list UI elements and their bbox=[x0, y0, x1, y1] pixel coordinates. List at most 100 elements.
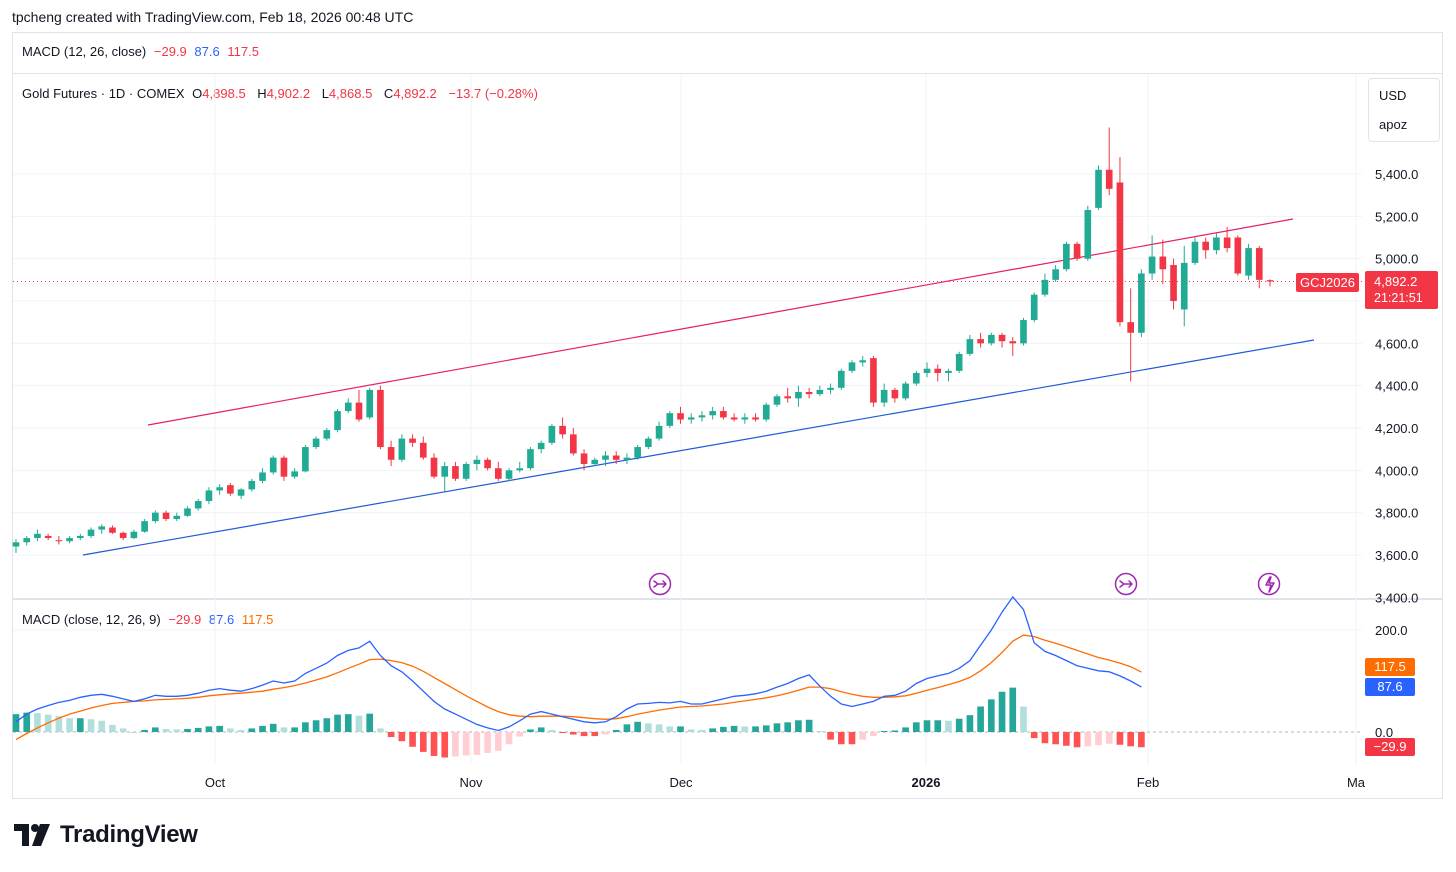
histogram-bar bbox=[366, 713, 374, 732]
top-pane-divider bbox=[12, 73, 1443, 74]
price-axis-label: 3,400.0 bbox=[1375, 590, 1418, 605]
low-value: 4,868.5 bbox=[328, 86, 373, 101]
histogram-bar bbox=[677, 726, 684, 732]
histogram-bar bbox=[580, 732, 588, 737]
candle-body bbox=[302, 447, 309, 472]
candle-body bbox=[23, 538, 31, 543]
histogram-bar bbox=[173, 729, 181, 732]
candle-body bbox=[1127, 322, 1134, 333]
histogram-bar bbox=[1084, 732, 1092, 747]
high-value: 4,902.2 bbox=[266, 86, 311, 101]
candle-body bbox=[34, 533, 41, 539]
scale-mode-label[interactable]: apoz bbox=[1379, 117, 1408, 132]
candle-body bbox=[162, 512, 170, 520]
histogram-bar bbox=[859, 732, 867, 740]
candle-body bbox=[452, 466, 459, 479]
histogram-bar bbox=[280, 727, 288, 732]
histogram-bar bbox=[698, 729, 706, 732]
histogram-bar bbox=[152, 727, 159, 732]
histogram-bar bbox=[870, 732, 877, 737]
histogram-bar bbox=[462, 732, 470, 756]
candle-body bbox=[366, 389, 374, 418]
brand-name: TradingView bbox=[60, 821, 198, 848]
histogram-bar bbox=[1009, 687, 1017, 732]
histogram-bar bbox=[709, 728, 716, 732]
chart-credit: tpcheng created with TradingView.com, Fe… bbox=[12, 9, 414, 25]
histogram-bar bbox=[805, 719, 813, 732]
histogram-bar bbox=[248, 728, 256, 732]
histogram-bar bbox=[816, 730, 824, 732]
price-axis-label: 3,600.0 bbox=[1375, 548, 1418, 563]
macd-legend-name: MACD (close, 12, 26, 9) bbox=[22, 612, 161, 627]
histogram-bar bbox=[977, 706, 984, 732]
histogram-bar bbox=[1052, 732, 1059, 745]
histogram-bar bbox=[141, 729, 148, 732]
top-indicator-hist: −29.9 bbox=[153, 44, 187, 59]
candle-body bbox=[109, 527, 116, 533]
candle-body bbox=[494, 468, 502, 479]
candle-body bbox=[687, 417, 695, 420]
candle-body bbox=[891, 389, 899, 399]
candle-body bbox=[312, 438, 320, 448]
candle-body bbox=[880, 389, 888, 403]
macd-axis-label: 0.0 bbox=[1375, 725, 1393, 740]
scale-settings[interactable]: USD apoz bbox=[1368, 78, 1440, 142]
histogram-bar bbox=[762, 725, 770, 732]
candle-body bbox=[1266, 280, 1274, 282]
top-indicator-legend[interactable]: MACD (12, 26, close) −29.9 87.6 117.5 bbox=[22, 44, 263, 59]
histogram-bar bbox=[269, 723, 277, 732]
histogram-bar bbox=[634, 721, 641, 732]
candle-body bbox=[1170, 265, 1177, 301]
upper-channel-line bbox=[147, 218, 1294, 426]
candle-body bbox=[570, 434, 577, 454]
open-label: O bbox=[192, 86, 203, 101]
histogram-bar bbox=[23, 712, 31, 732]
candle-body bbox=[130, 531, 138, 539]
tradingview-logo-icon bbox=[14, 824, 50, 846]
tradingview-logo[interactable]: TradingView bbox=[14, 820, 198, 850]
histogram-bar bbox=[184, 728, 191, 732]
candle-body bbox=[902, 383, 909, 399]
candle-body bbox=[152, 512, 159, 522]
histogram-bar bbox=[612, 729, 620, 732]
ohlc-open: O4,898.5 bbox=[192, 86, 250, 101]
ohlc-close: C4,892.2 bbox=[384, 86, 441, 101]
candle-body bbox=[602, 455, 609, 460]
macd-legend-signal: 117.5 bbox=[241, 612, 274, 627]
histogram-bar bbox=[837, 732, 845, 745]
earnings-event-icon[interactable] bbox=[1257, 572, 1281, 596]
candle-body bbox=[398, 438, 406, 460]
histogram-bar bbox=[441, 732, 449, 758]
price-axis-label: 5,400.0 bbox=[1375, 167, 1418, 182]
candle-body bbox=[119, 532, 127, 539]
symbol-title: Gold Futures · 1D · COMEX bbox=[22, 86, 185, 101]
histogram-bar bbox=[720, 726, 727, 732]
candle-body bbox=[527, 449, 534, 469]
candle-body bbox=[1084, 209, 1092, 259]
candle-body bbox=[55, 540, 63, 542]
candle-body bbox=[291, 471, 298, 477]
candle-body bbox=[698, 415, 706, 418]
time-axis-label: Oct bbox=[205, 775, 226, 790]
histogram-bar bbox=[966, 715, 974, 732]
candle-body bbox=[1191, 241, 1199, 263]
time-axis-label: Nov bbox=[459, 775, 483, 790]
macd-legend[interactable]: MACD (close, 12, 26, 9) −29.9 87.6 117.5 bbox=[22, 612, 277, 627]
histogram-bar bbox=[591, 732, 599, 737]
macd-tag: 87.6 bbox=[1365, 678, 1415, 696]
candle-body bbox=[1063, 243, 1070, 270]
macd-axis-label: 200.0 bbox=[1375, 623, 1408, 638]
candle-body bbox=[623, 457, 631, 460]
candle-body bbox=[462, 463, 470, 479]
currency-label[interactable]: USD bbox=[1379, 88, 1407, 103]
histogram-bar bbox=[1116, 732, 1124, 745]
candle-body bbox=[1009, 341, 1017, 344]
ohlc-high: H4,902.2 bbox=[257, 86, 314, 101]
histogram-bar bbox=[773, 723, 781, 732]
candle-body bbox=[870, 358, 877, 403]
dividend-event-icon[interactable] bbox=[648, 572, 672, 596]
pane-separator[interactable] bbox=[12, 598, 1443, 600]
close-value: 4,892.2 bbox=[393, 86, 437, 101]
dividend-event-icon[interactable] bbox=[1114, 572, 1138, 596]
